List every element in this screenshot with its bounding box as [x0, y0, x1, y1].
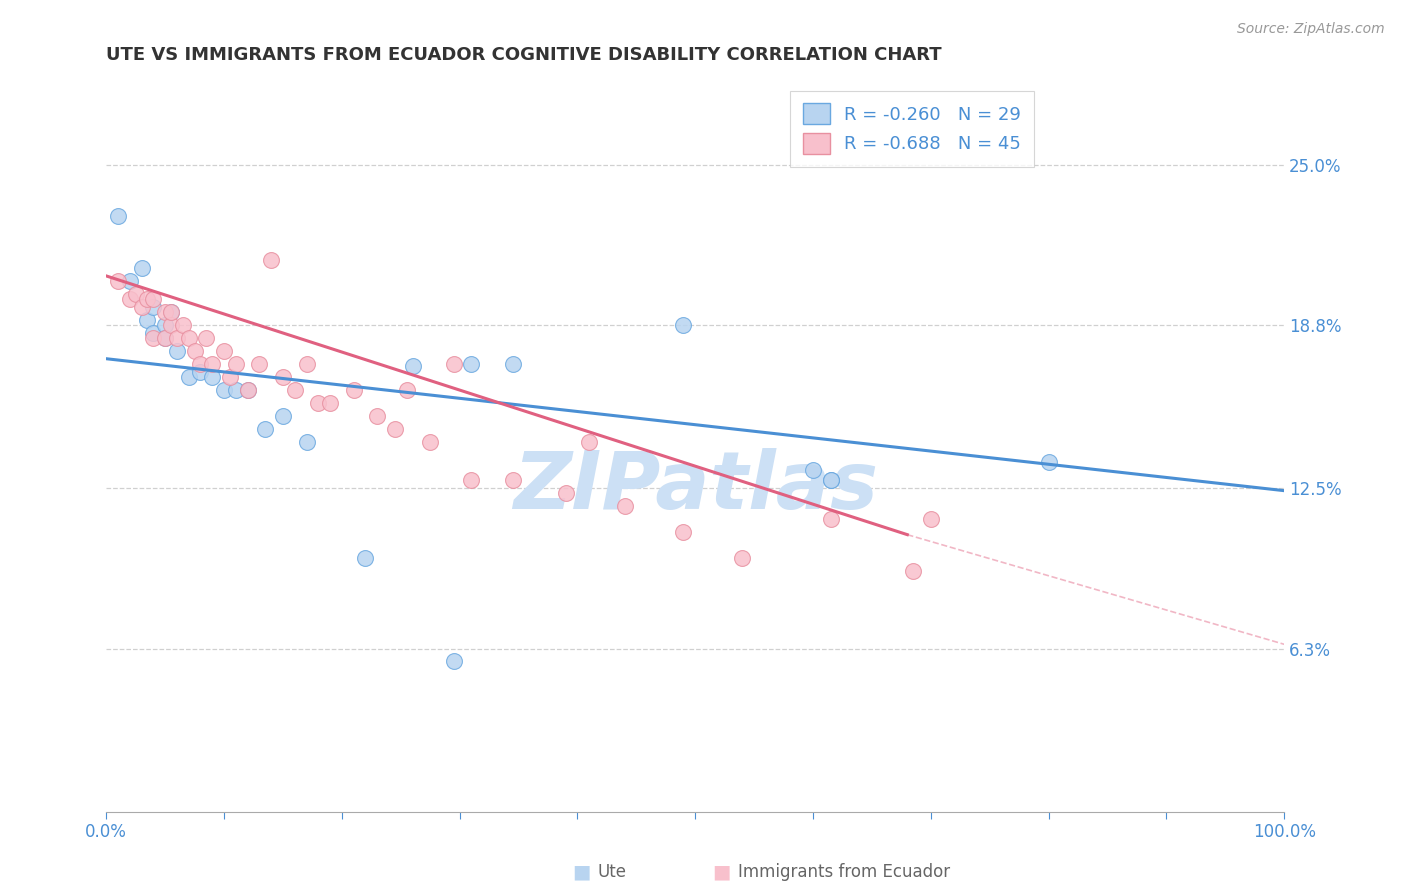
Point	[460, 357, 482, 371]
Point	[136, 313, 159, 327]
Point	[142, 292, 165, 306]
Point	[903, 564, 925, 578]
Point	[1038, 455, 1060, 469]
Point	[384, 421, 406, 435]
Point	[672, 318, 695, 332]
Point	[820, 473, 842, 487]
Point	[190, 365, 212, 379]
Point	[153, 318, 176, 332]
Point	[271, 409, 294, 423]
Point	[236, 383, 259, 397]
Point	[131, 261, 153, 276]
Point	[354, 551, 377, 566]
Point	[118, 274, 141, 288]
Point	[201, 369, 224, 384]
Point	[419, 434, 441, 449]
Point	[195, 331, 218, 345]
Text: ■: ■	[713, 863, 731, 882]
Point	[212, 343, 235, 358]
Point	[247, 357, 270, 371]
Point	[160, 305, 183, 319]
Point	[153, 331, 176, 345]
Point	[343, 383, 366, 397]
Point	[225, 357, 247, 371]
Point	[295, 357, 318, 371]
Point	[502, 357, 524, 371]
Text: Ute: Ute	[598, 863, 627, 881]
Point	[166, 343, 188, 358]
Point	[177, 331, 200, 345]
Point	[613, 499, 636, 513]
Point	[107, 210, 129, 224]
Point	[284, 383, 307, 397]
Point	[131, 300, 153, 314]
Point	[554, 486, 576, 500]
Point	[401, 359, 423, 374]
Point	[319, 395, 342, 409]
Point	[801, 463, 824, 477]
Point	[443, 357, 465, 371]
Text: ■: ■	[572, 863, 591, 882]
Point	[443, 655, 465, 669]
Point	[260, 253, 283, 268]
Point	[118, 292, 141, 306]
Point	[920, 512, 942, 526]
Point	[225, 383, 247, 397]
Point	[166, 331, 188, 345]
Point	[820, 473, 842, 487]
Point	[254, 421, 277, 435]
Point	[142, 326, 165, 340]
Point	[160, 318, 183, 332]
Point	[160, 305, 183, 319]
Point	[190, 357, 212, 371]
Point	[142, 300, 165, 314]
Legend: R = -0.260   N = 29, R = -0.688   N = 45: R = -0.260 N = 29, R = -0.688 N = 45	[790, 90, 1033, 167]
Point	[142, 331, 165, 345]
Point	[820, 512, 842, 526]
Point	[183, 343, 205, 358]
Point	[172, 318, 194, 332]
Point	[107, 274, 129, 288]
Point	[366, 409, 388, 423]
Point	[460, 473, 482, 487]
Point	[125, 287, 148, 301]
Point	[731, 551, 754, 566]
Point	[136, 292, 159, 306]
Text: UTE VS IMMIGRANTS FROM ECUADOR COGNITIVE DISABILITY CORRELATION CHART: UTE VS IMMIGRANTS FROM ECUADOR COGNITIVE…	[107, 46, 942, 64]
Text: ZIPatlas: ZIPatlas	[513, 448, 877, 526]
Point	[502, 473, 524, 487]
Point	[219, 369, 242, 384]
Point	[295, 434, 318, 449]
Text: Source: ZipAtlas.com: Source: ZipAtlas.com	[1237, 22, 1385, 37]
Point	[236, 383, 259, 397]
Text: Immigrants from Ecuador: Immigrants from Ecuador	[738, 863, 950, 881]
Point	[271, 369, 294, 384]
Point	[307, 395, 329, 409]
Point	[201, 357, 224, 371]
Point	[177, 369, 200, 384]
Point	[212, 383, 235, 397]
Point	[153, 305, 176, 319]
Point	[153, 331, 176, 345]
Point	[578, 434, 600, 449]
Point	[672, 524, 695, 539]
Point	[395, 383, 418, 397]
